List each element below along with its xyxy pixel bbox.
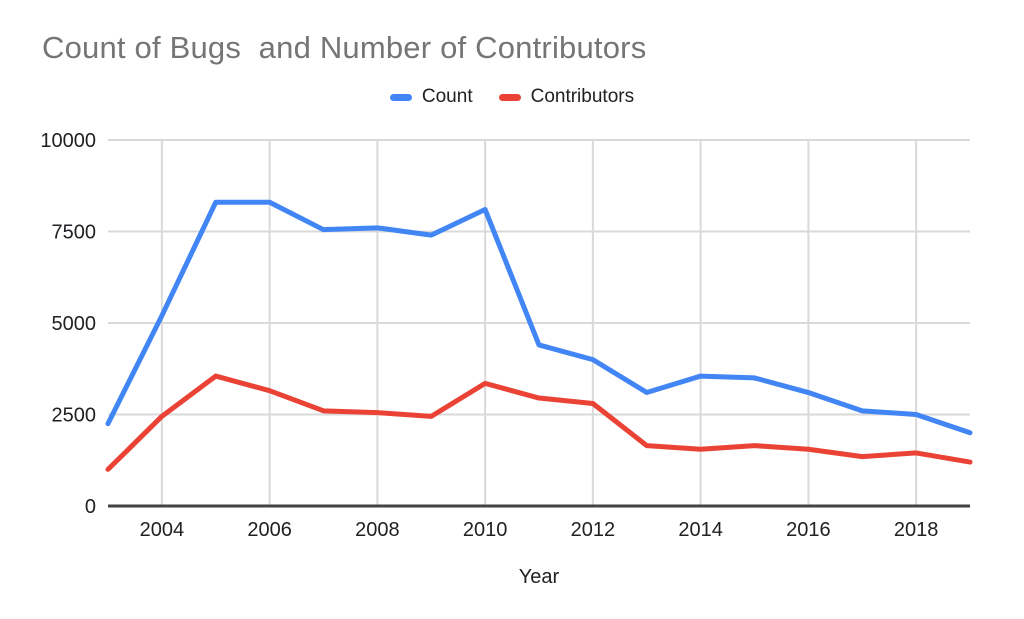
y-tick-label: 10000 [40,130,96,152]
x-tick-label: 2016 [786,519,831,541]
line-chart-plot-area: 2004 2006 2008 2010 2012 2014 2016 2018 0 2500 500… [40,130,973,541]
x-tick-label: 2004 [140,519,185,541]
x-tick-label: 2008 [355,519,400,541]
legend-item-count: Count [389,86,473,108]
x-tick-label: 2010 [463,519,508,541]
x-tick-label: 2018 [894,519,939,541]
contributors-legend-label: Contributors [530,86,635,107]
x-axis-title: Year [518,566,560,588]
y-tick-label: 2500 [52,405,97,427]
legend-item-contributors: Contributors [498,86,635,108]
count-legend-label: Count [421,86,473,107]
count-legend-swatch-icon [389,93,412,101]
chart-title: Count of Bugs and Number of Contributors [42,30,647,65]
x-tick-label: 2014 [678,519,723,541]
y-tick-label: 0 [85,496,96,518]
count-series-line [105,199,973,436]
contributors-series-line [105,373,973,472]
x-tick-label: 2006 [247,519,292,541]
y-tick-label: 7500 [52,222,97,244]
legend: Count Contributors [0,86,1024,108]
x-tick-label: 2012 [571,519,616,541]
y-tick-label: 5000 [52,313,97,335]
contributors-legend-swatch-icon [498,93,521,101]
